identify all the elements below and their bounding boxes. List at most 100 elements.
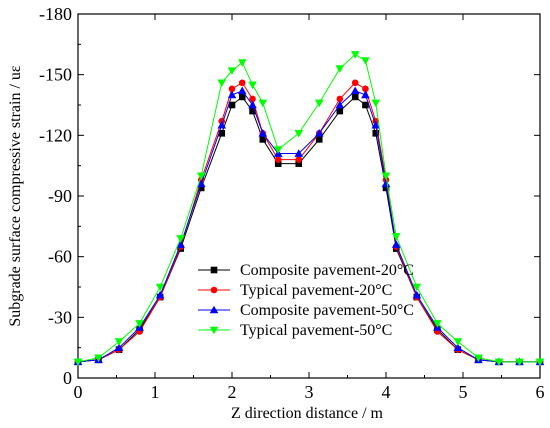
data-point <box>381 179 391 188</box>
legend-item: Typical pavement-50°C <box>198 322 392 339</box>
data-point <box>314 129 324 137</box>
data-point <box>196 179 206 188</box>
data-point <box>258 129 268 137</box>
data-point <box>197 184 205 192</box>
data-point <box>217 120 227 129</box>
data-point <box>412 290 422 299</box>
data-point <box>362 85 369 93</box>
data-point <box>494 358 504 367</box>
x-tick-label: 6 <box>536 382 545 402</box>
legend-marker <box>210 286 218 294</box>
legend-label: Composite pavement-50°C <box>240 302 414 319</box>
data-point <box>295 156 303 163</box>
y-tick-label: -60 <box>48 247 72 267</box>
data-point <box>228 101 236 109</box>
data-point <box>336 95 344 103</box>
data-point <box>382 184 390 192</box>
data-point <box>114 338 124 346</box>
data-point <box>274 156 282 163</box>
x-tick-label: 0 <box>74 382 83 402</box>
data-point <box>217 79 227 88</box>
data-point <box>372 130 380 137</box>
data-point <box>515 358 524 367</box>
y-tick-label: -150 <box>39 65 72 85</box>
legend-item: Typical pavement-20°C <box>198 282 392 299</box>
series-line <box>77 90 540 363</box>
x-axis-title: Z direction distance / m <box>231 405 384 422</box>
data-point <box>474 354 483 363</box>
legend-marker <box>209 326 219 335</box>
data-point <box>114 343 124 351</box>
data-point <box>227 67 237 75</box>
x-tick-label: 2 <box>228 382 237 402</box>
y-axis-title: Subgrade surface compressive strain / uε <box>7 65 24 327</box>
data-point <box>351 79 359 87</box>
data-point <box>294 130 304 138</box>
x-tick-label: 5 <box>459 382 468 402</box>
data-point <box>315 136 323 143</box>
y-tick-label: -90 <box>48 186 72 206</box>
data-point <box>361 90 370 99</box>
series-4 <box>73 51 545 367</box>
y-tick-label: 0 <box>63 368 72 388</box>
x-tick-label: 4 <box>382 382 391 402</box>
data-point <box>135 320 144 328</box>
legend-label: Typical pavement-50°C <box>240 322 392 339</box>
data-point <box>249 107 256 115</box>
data-point <box>391 233 401 241</box>
data-point <box>335 100 345 109</box>
legend-label: Typical pavement-20°C <box>240 282 392 299</box>
data-point <box>248 81 257 90</box>
legend-marker <box>209 305 219 314</box>
series-line <box>77 53 540 363</box>
data-point <box>391 240 401 248</box>
data-point <box>371 99 381 108</box>
y-tick-label: -120 <box>39 125 72 145</box>
data-point <box>362 101 369 109</box>
legend-label: Composite pavement-20°C <box>240 262 414 279</box>
data-point <box>155 290 165 299</box>
data-point <box>453 343 463 351</box>
data-point <box>314 99 324 108</box>
data-point <box>238 79 246 87</box>
data-point <box>196 172 206 181</box>
data-point <box>433 320 442 328</box>
data-point <box>350 51 360 59</box>
data-point <box>259 136 267 143</box>
data-point <box>218 130 226 137</box>
data-point <box>238 93 246 101</box>
legend-marker <box>210 266 218 274</box>
legend-item: Composite pavement-50°C <box>198 302 414 319</box>
data-point <box>361 57 370 65</box>
data-point <box>94 354 103 363</box>
data-point <box>176 235 185 243</box>
data-point <box>535 358 545 367</box>
data-point <box>228 85 236 93</box>
data-point <box>249 95 256 103</box>
data-point <box>248 100 257 109</box>
data-point <box>294 149 304 157</box>
data-point <box>351 93 359 101</box>
data-point <box>274 160 282 167</box>
data-point <box>258 99 268 108</box>
data-point <box>336 107 344 115</box>
data-point <box>273 146 283 154</box>
data-point <box>371 120 381 129</box>
x-tick-label: 1 <box>151 382 160 402</box>
data-point <box>237 86 247 95</box>
series-line <box>77 82 540 363</box>
data-point <box>381 172 391 181</box>
data-point <box>350 86 360 95</box>
data-point <box>335 65 345 73</box>
y-tick-label: -180 <box>39 4 72 24</box>
data-point <box>227 90 237 99</box>
x-tick-label: 3 <box>305 382 314 402</box>
data-point <box>412 283 422 292</box>
data-point <box>155 283 165 292</box>
legend-item: Composite pavement-20°C <box>198 262 414 279</box>
data-point <box>176 240 185 248</box>
data-point <box>237 59 247 67</box>
data-point <box>295 160 303 167</box>
y-tick-label: -30 <box>48 307 72 327</box>
